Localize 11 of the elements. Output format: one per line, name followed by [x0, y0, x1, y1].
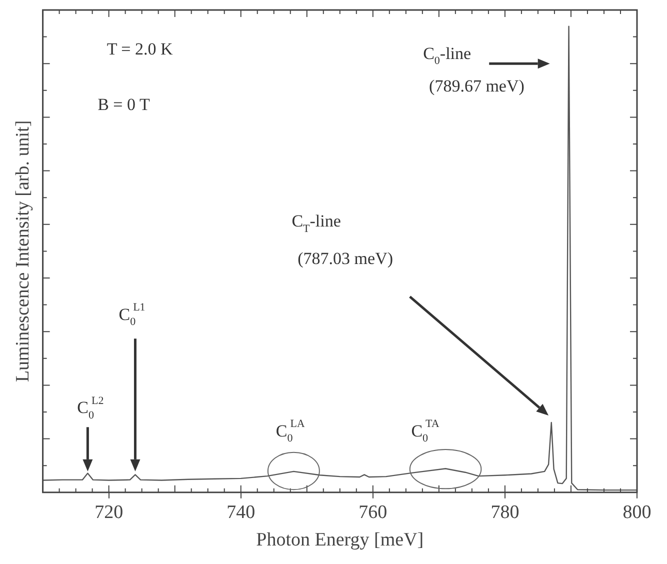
x-tick-label: 760: [358, 502, 388, 523]
annotation: B = 0 T: [98, 95, 150, 114]
x-tick-label: 720: [94, 502, 124, 523]
x-tick-label: 780: [490, 502, 520, 523]
annotation: (789.67 meV): [429, 76, 524, 96]
x-axis-title: Photon Energy [meV]: [256, 530, 424, 551]
annotation: (787.03 meV): [298, 249, 394, 268]
y-axis-title: Luminescence Intensity [arb. unit]: [12, 120, 34, 382]
x-tick-label: 800: [622, 502, 652, 523]
annotation: T = 2.0 K: [106, 39, 174, 58]
x-tick-label: 740: [226, 502, 256, 523]
